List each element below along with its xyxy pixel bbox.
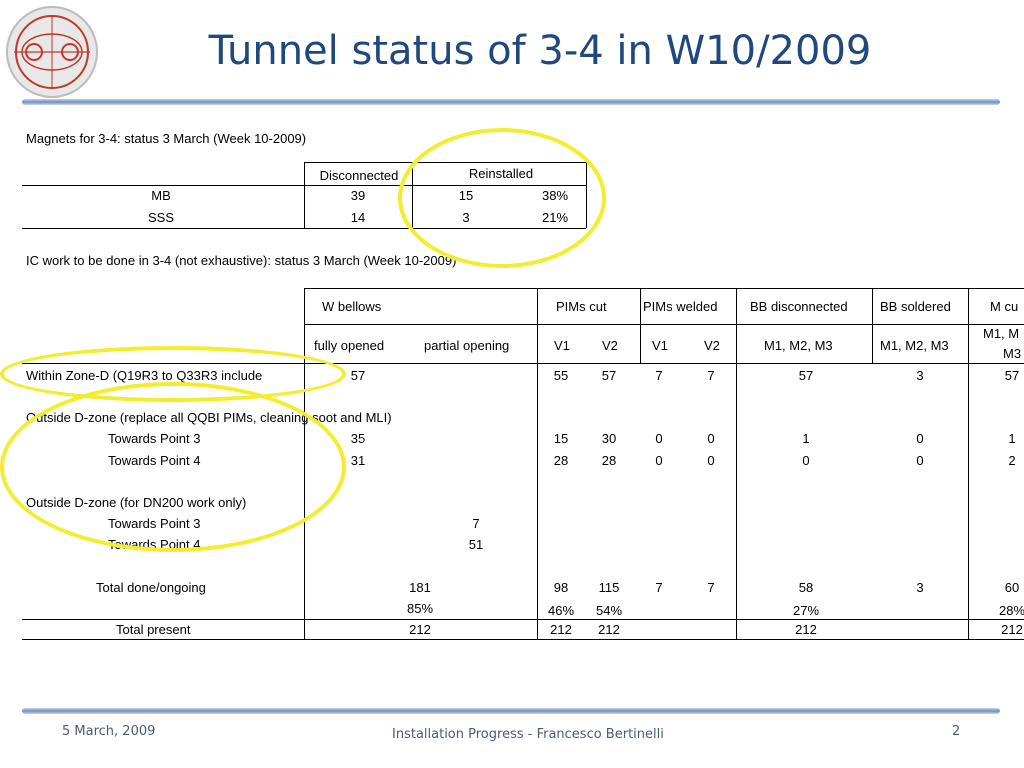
sub-partial-opening: partial opening: [424, 338, 510, 353]
group-m-cut: M cu: [990, 299, 1019, 314]
pct-cell: 28%: [998, 603, 1024, 618]
sub-v1: V1: [652, 338, 668, 353]
magnet-row-label: MB: [151, 188, 171, 203]
footer-divider: [22, 708, 1000, 714]
table-cell: 7: [655, 580, 663, 595]
table-cell: 1: [1008, 431, 1016, 446]
table-cell: 3: [916, 368, 924, 383]
table-cell: 3: [916, 580, 924, 595]
group-pims-cut: PIMs cut: [556, 299, 607, 314]
header-divider: [22, 99, 1000, 105]
total-present-label: Total present: [116, 622, 191, 637]
table-cell: 115: [598, 580, 620, 595]
table-cell: 57: [1004, 368, 1020, 383]
footer-title: Installation Progress - Francesco Bertin…: [392, 727, 664, 742]
table-cell: 51: [468, 537, 484, 552]
sub-m1m2m3: M1, M2, M3: [880, 338, 949, 353]
total-done-label: Total done/ongoing: [96, 580, 206, 595]
table-cell: 0: [916, 431, 924, 446]
magnet-cell: 14: [350, 210, 366, 225]
group-bb-soldered: BB soldered: [880, 299, 951, 314]
group-w-bellows: W bellows: [322, 299, 382, 314]
rule: [22, 363, 1024, 364]
table-cell: 15: [553, 431, 569, 446]
table-cell: 0: [802, 453, 810, 468]
table-cell: 57: [350, 368, 366, 383]
sub-v1: V1: [554, 338, 570, 353]
pct-cell: 54%: [595, 603, 623, 618]
table-cell: 57: [601, 368, 617, 383]
table-cell: 7: [655, 368, 663, 383]
group-pims-welded: PIMs welded: [643, 299, 718, 314]
table-cell: 0: [707, 453, 715, 468]
magnet-row-label: SSS: [147, 210, 174, 225]
col-disconnected: Disconnected: [319, 168, 399, 183]
page-number: 2: [952, 724, 961, 739]
pct-cell: 46%: [547, 603, 575, 618]
table-cell: 212: [795, 622, 817, 637]
table-cell: 7: [707, 368, 715, 383]
lhc-accelerator-logo: [6, 6, 98, 98]
table-cell: 212: [1001, 622, 1023, 637]
table-cell: 28: [553, 453, 569, 468]
rule: [304, 288, 1024, 289]
sub-v2: V2: [704, 338, 720, 353]
table-cell: 28: [601, 453, 617, 468]
table-cell: 57: [798, 368, 814, 383]
table-cell: 0: [916, 453, 924, 468]
rule: [22, 228, 586, 229]
table-cell: 35: [350, 431, 366, 446]
table-cell: 58: [798, 580, 814, 595]
rule: [640, 288, 641, 364]
rule: [22, 619, 1024, 620]
table-cell: 98: [553, 580, 569, 595]
highlight-ellipse-reinstalled: [398, 128, 606, 268]
table-cell: 212: [409, 622, 431, 637]
highlight-ellipse-outside-d: [0, 382, 346, 552]
table-cell: 1: [802, 431, 810, 446]
ic-heading: IC work to be done in 3-4 (not exhaustiv…: [26, 253, 457, 268]
rule: [22, 639, 1024, 640]
rule: [304, 324, 1024, 325]
table-cell: 2: [1008, 453, 1016, 468]
table-cell: 7: [472, 516, 480, 531]
rule: [968, 288, 969, 640]
rule: [304, 162, 305, 228]
table-cell: 181: [409, 580, 431, 595]
table-cell: 60: [1004, 580, 1020, 595]
magnets-heading: Magnets for 3-4: status 3 March (Week 10…: [26, 131, 307, 146]
sub-v2: V2: [602, 338, 618, 353]
table-cell: 7: [707, 580, 715, 595]
table-cell: 55: [553, 368, 569, 383]
pct-cell: 85%: [406, 601, 434, 616]
magnet-cell: 39: [350, 188, 366, 203]
sub-m-cut-2: M3: [1003, 346, 1022, 361]
rule: [736, 288, 737, 640]
table-cell: 0: [655, 431, 663, 446]
table-cell: 30: [601, 431, 617, 446]
sub-m1m2m3: M1, M2, M3: [764, 338, 833, 353]
rule: [872, 288, 873, 364]
sub-fully-opened: fully opened: [314, 338, 385, 353]
table-cell: 212: [550, 622, 572, 637]
table-cell: 212: [598, 622, 620, 637]
group-bb-disconnected: BB disconnected: [750, 299, 848, 314]
table-cell: 0: [707, 431, 715, 446]
table-cell: 31: [350, 453, 366, 468]
footer-date: 5 March, 2009: [62, 724, 156, 739]
table-cell: 0: [655, 453, 663, 468]
pct-cell: 27%: [792, 603, 820, 618]
rule: [537, 288, 538, 640]
slide-title: Tunnel status of 3-4 in W10/2009: [208, 28, 872, 74]
sub-m-cut-1: M1, M: [983, 326, 1020, 341]
